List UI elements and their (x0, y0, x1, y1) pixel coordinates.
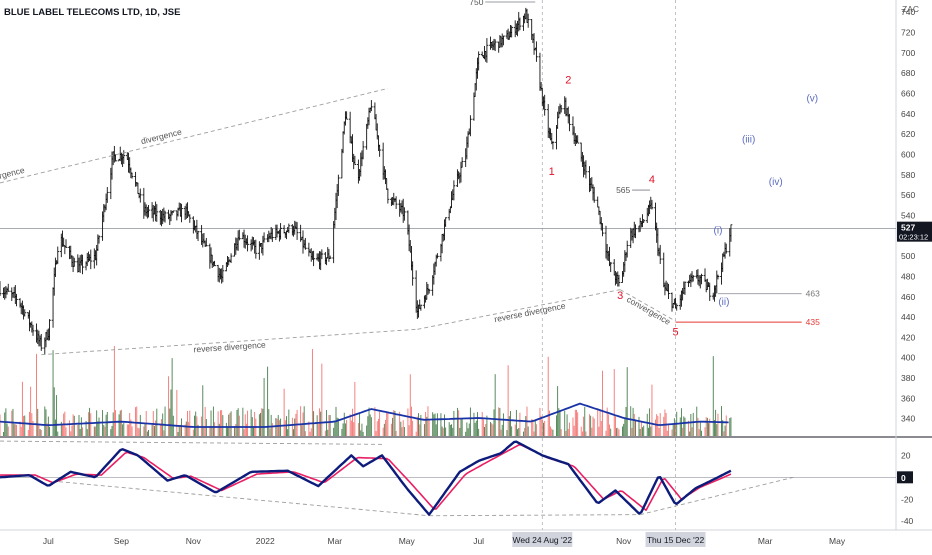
volume-ma-line (0, 402, 729, 428)
axes: 3403603804004204404604805005405605806006… (43, 7, 932, 547)
price-tick-label: 340 (901, 414, 915, 424)
marker-565-label: 565 (616, 185, 630, 195)
price-tick-label: 620 (901, 129, 915, 139)
price-tick-label: 380 (901, 373, 915, 383)
osc-lower-trendline (58, 481, 430, 517)
price-tick-label: 740 (901, 7, 915, 17)
price-tick-label: 540 (901, 210, 915, 220)
time-tick-label: Sep (114, 536, 129, 546)
wave-blue-label-1: (i) (714, 226, 723, 237)
price-tick-label: 580 (901, 170, 915, 180)
price-tick-label: 660 (901, 88, 915, 98)
osc-zero-label: 0 (901, 473, 906, 483)
osc-tick-label: -20 (901, 494, 914, 504)
price-tick-label: 500 (901, 251, 915, 261)
price-tick-label: 460 (901, 292, 915, 302)
convergence-line (619, 289, 676, 322)
time-tick-label: Nov (186, 536, 202, 546)
price-tick-label: 560 (901, 190, 915, 200)
osc-upper-trendline (0, 440, 382, 445)
time-highlight-label: Thu 15 Dec '22 (647, 535, 705, 545)
osc-tick-label: -40 (901, 516, 914, 526)
wave-red-label-2: 2 (565, 74, 571, 86)
wave-red-label-4: 4 (649, 174, 655, 186)
time-highlight-bg (512, 532, 573, 547)
wave-blue-label-4: (iv) (769, 177, 783, 188)
time-tick-label: 2022 (256, 536, 275, 546)
volume-pane (0, 346, 732, 436)
osc-tick-label: 20 (901, 450, 911, 460)
wave-blue-label-2: (ii) (718, 297, 729, 308)
wave-red-label-1: 1 (549, 166, 555, 178)
reverse-divergence-label-1: reverse divergence (193, 340, 266, 355)
time-tick-label: Mar (758, 536, 773, 546)
annotations: 750 565 463 435 1 2 3 4 5 (i) (ii) (iii) (iv) (v) (469, 0, 820, 338)
osc-right-trendline (640, 476, 794, 516)
wave-red-label-5: 5 (672, 326, 678, 338)
grid (0, 0, 932, 531)
time-tick-label: Nov (616, 536, 632, 546)
level-463-label: 463 (806, 289, 820, 299)
ohlc-bars (0, 7, 733, 355)
price-tick-label: 680 (901, 68, 915, 78)
time-tick-label: Jul (473, 536, 484, 546)
wave-red-label-3: 3 (617, 290, 623, 302)
wave-blue-label-3: (iii) (742, 134, 755, 145)
currency-label: ZAC (902, 4, 919, 14)
price-tick-label: 720 (901, 28, 915, 38)
time-tick-label: Jul (43, 536, 54, 546)
last-price-tag (897, 221, 932, 242)
oscillator-pane (0, 440, 896, 516)
osc-zero-tag (897, 471, 913, 484)
price-tick-label: 360 (901, 393, 915, 403)
price-tick-label: 700 (901, 48, 915, 58)
time-highlight-bg (645, 532, 706, 547)
osc-fast-line (0, 440, 732, 516)
last-price-value: 527 (901, 223, 915, 233)
time-tick-label: May (829, 536, 846, 546)
price-tick-label: 440 (901, 312, 915, 322)
price-tick-label: 480 (901, 271, 915, 281)
price-tick-label: 640 (901, 109, 915, 119)
price-tick-label: 420 (901, 332, 915, 342)
time-tick-label: May (399, 536, 416, 546)
time-highlight-label: Wed 24 Aug '22 (513, 535, 573, 545)
time-tick-label: Mar (328, 536, 343, 546)
wave-blue-label-5: (v) (806, 94, 818, 105)
osc-mid-trendline (429, 514, 641, 517)
high-marker-label: 750 (469, 0, 483, 7)
symbol-title: BLUE LABEL TELECOMS LTD, 1D, JSE (4, 7, 180, 18)
price-tick-label: 400 (901, 353, 915, 363)
price-tick-label: 600 (901, 149, 915, 159)
last-price-countdown: 02:23:12 (899, 233, 928, 242)
level-435-label: 435 (806, 317, 820, 327)
divergence-line (0, 87, 388, 184)
